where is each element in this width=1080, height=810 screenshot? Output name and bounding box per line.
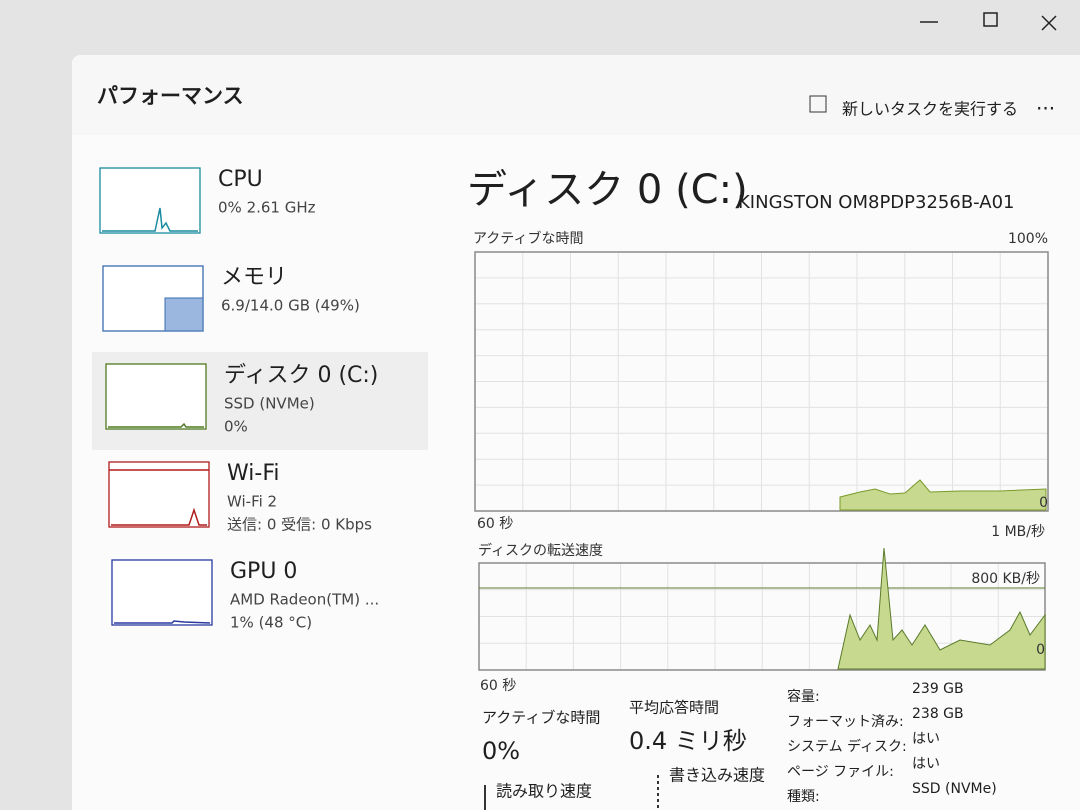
graph-frame	[474, 251, 1049, 512]
property-label: 種類:	[787, 789, 820, 805]
memory-fill	[164, 297, 204, 332]
close-button[interactable]	[1041, 15, 1057, 31]
stat-label: アクティブな時間	[482, 709, 600, 727]
graph-label: アクティブな時間	[473, 230, 583, 247]
more-button[interactable]: ···	[1036, 97, 1055, 121]
property-value: はい	[912, 756, 940, 772]
stat-value: 0%	[482, 737, 520, 765]
graph-min: 0	[1039, 495, 1048, 511]
content	[72, 135, 1080, 810]
property-value: はい	[912, 731, 940, 747]
thumbnail	[108, 461, 210, 528]
usage-line	[114, 620, 211, 624]
device-detail: Wi-Fi 2	[227, 493, 277, 511]
thumbnail	[105, 363, 207, 430]
property-value: 238 GB	[912, 706, 964, 722]
thumbnail	[99, 167, 201, 234]
speed-label: 書き込み速度	[669, 766, 765, 785]
graph-time: 60 秒	[480, 678, 516, 694]
device-detail: 0%	[224, 418, 248, 436]
device-detail: SSD (NVMe)	[224, 395, 315, 413]
transfer-area	[837, 547, 1046, 670]
device-name: Wi-Fi	[227, 461, 280, 486]
run-task-icon[interactable]	[809, 95, 827, 113]
device-name: CPU	[218, 167, 263, 192]
device-detail: 6.9/14.0 GB (49%)	[221, 297, 360, 315]
device-name: ディスク 0 (C:)	[224, 363, 378, 388]
disk-title: ディスク 0 (C:)	[467, 167, 748, 213]
speed-label: 読み取り速度	[496, 782, 592, 801]
disk-model: KINGSTON OM8PDP3256B-A01	[738, 192, 1015, 213]
property-label: システム ディスク:	[787, 738, 907, 755]
thumbnail	[111, 559, 213, 626]
property-value: SSD (NVMe)	[912, 781, 997, 797]
scale-label: 800 KB/秒	[971, 571, 1040, 587]
graph-time: 60 秒	[477, 516, 513, 532]
device-name: メモリ	[221, 265, 287, 290]
stat-label: 平均応答時間	[629, 699, 719, 717]
graph-max: 1 MB/秒	[991, 524, 1045, 540]
activity-area	[839, 479, 1047, 511]
property-label: フォーマット済み:	[787, 714, 904, 730]
usage-line	[102, 207, 198, 232]
usage-line	[108, 422, 204, 428]
property-value: 239 GB	[912, 681, 964, 697]
device-detail: 1% (48 °C)	[230, 614, 312, 632]
device-detail: 0% 2.61 GHz	[218, 199, 316, 217]
graph-max: 100%	[1008, 231, 1048, 247]
property-label: 容量:	[787, 688, 820, 705]
usage-line	[111, 507, 207, 526]
graph-min: 0	[1036, 642, 1045, 658]
property-label: ページ ファイル:	[787, 764, 894, 780]
graph-label: ディスクの転送速度	[478, 542, 603, 559]
maximize-button[interactable]	[983, 12, 998, 27]
stat-value: 0.4 ミリ秒	[629, 727, 747, 755]
device-detail: AMD Radeon(TM) ...	[230, 591, 379, 609]
run-task-button[interactable]: 新しいタスクを実行する	[842, 100, 1018, 119]
page-title: パフォーマンス	[97, 84, 244, 108]
device-detail: 送信: 0 受信: 0 Kbps	[227, 516, 372, 534]
device-name: GPU 0	[230, 559, 297, 584]
